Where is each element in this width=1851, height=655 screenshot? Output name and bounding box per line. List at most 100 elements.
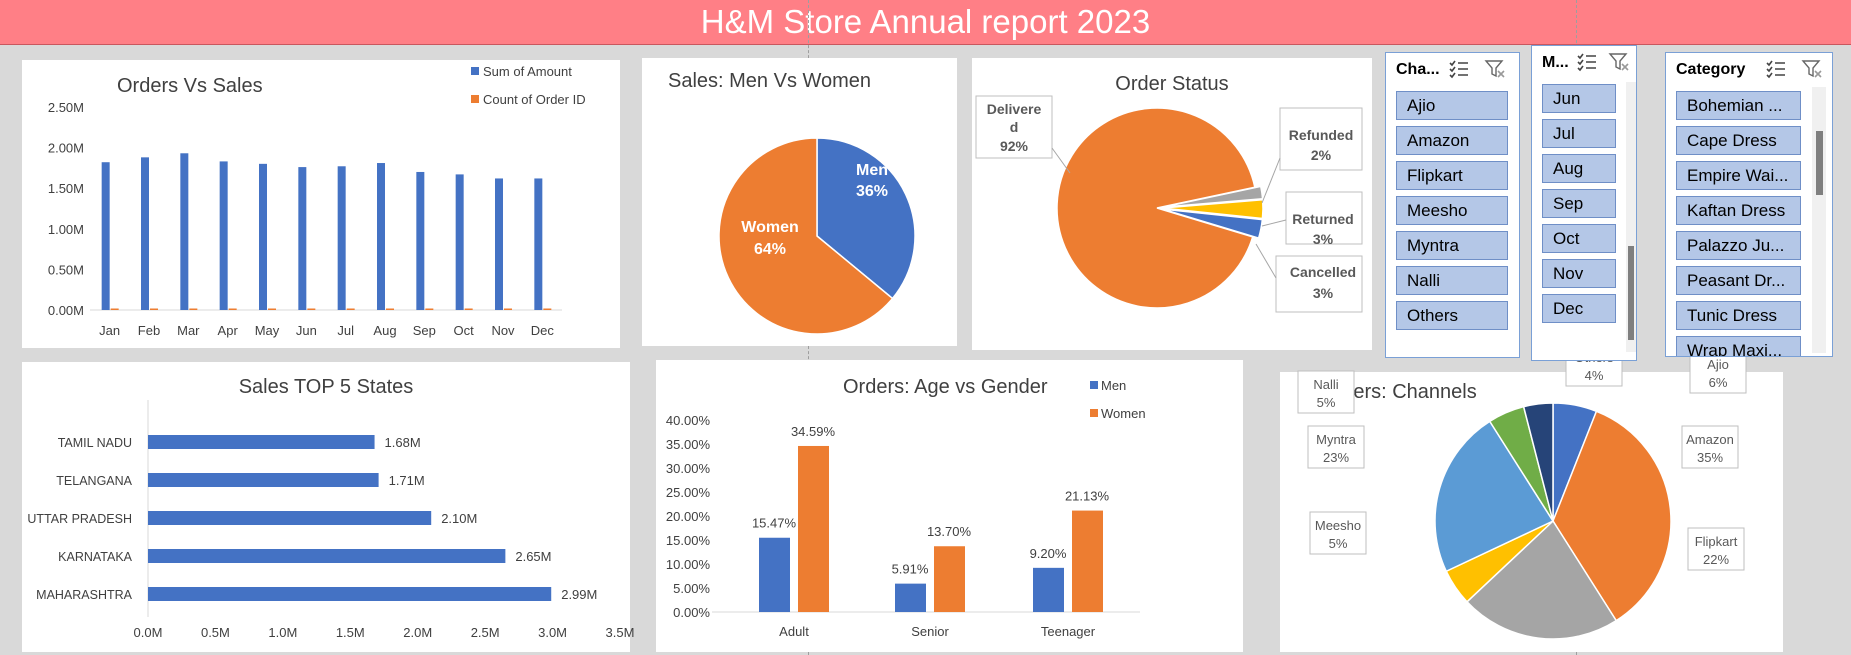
pie-slice <box>816 137 916 300</box>
data-label: 5.91% <box>892 562 929 577</box>
order-status-chart[interactable]: Order Status Delivere d 92% Refunded 2% Return… <box>972 58 1372 350</box>
data-label: 2.99M <box>561 587 597 602</box>
bar <box>934 546 965 612</box>
slicer-item[interactable]: Amazon <box>1396 126 1508 155</box>
slice-label: Men <box>856 162 888 179</box>
slicer-item[interactable]: Dec <box>1542 294 1616 323</box>
slicer-item[interactable]: Bohemian ... <box>1676 91 1801 120</box>
x-tick-label: May <box>255 323 280 338</box>
bar <box>534 178 543 310</box>
slicer-item[interactable]: Palazzo Ju... <box>1676 231 1801 260</box>
chart-title: Order Status <box>1115 73 1228 95</box>
bar <box>189 308 198 310</box>
slicer-item[interactable]: Nov <box>1542 259 1616 288</box>
slicer-scrollbar[interactable] <box>1626 82 1636 352</box>
slicer-item[interactable]: Oct <box>1542 224 1616 253</box>
slicer-item[interactable]: Others <box>1396 301 1508 330</box>
multi-select-icon[interactable] <box>1765 59 1787 79</box>
chart-title: Orders Vs Sales <box>117 75 263 97</box>
x-tick-label: 2.5M <box>471 625 500 640</box>
bar <box>101 162 110 310</box>
slicer-item[interactable]: Empire Wai... <box>1676 161 1801 190</box>
top5-states-chart[interactable]: Sales TOP 5 States 0.0M 0.5M 1.0M 1.5M 2.0M 2.… <box>22 362 634 652</box>
clear-filter-icon[interactable] <box>1608 52 1630 72</box>
data-label: 1.68M <box>385 435 421 450</box>
slice-value: 5% <box>1329 536 1348 551</box>
x-tick-label: Adult <box>779 624 809 639</box>
callout-box <box>975 95 1053 159</box>
bar <box>141 157 149 310</box>
channel-slicer[interactable]: Cha... Ajio Amazon Flipkart Meesho Myntra Nal… <box>1385 52 1520 358</box>
y-tick-label: KARNATAKA <box>58 550 133 564</box>
bar <box>895 583 926 612</box>
slicer-item[interactable]: Flipkart <box>1396 161 1508 190</box>
age-gender-chart[interactable]: Orders: Age vs Gender 0.00% 5.00% 10.00% 15.… <box>656 360 1243 652</box>
order-status-svg: Order Status Delivere d 92% Refunded 2% Return… <box>975 73 1363 313</box>
leader-line <box>1261 219 1287 227</box>
data-label: 13.70% <box>927 524 972 539</box>
slice-label: Meesho <box>1315 518 1361 533</box>
bar <box>504 308 512 310</box>
slice-value: 2% <box>1311 147 1332 163</box>
chart-title: Sales TOP 5 States <box>239 376 414 398</box>
bar <box>307 308 316 310</box>
data-label: 15.47% <box>752 516 797 531</box>
slicer-item[interactable]: Nalli <box>1396 266 1508 295</box>
y-tick-label: 15.00% <box>666 533 711 548</box>
bar <box>377 163 385 310</box>
scrollbar-thumb[interactable] <box>1816 131 1823 195</box>
channels-chart[interactable]: Orders: Channels Ajio 6% Amazon 35% Flipkart 2… <box>1280 343 1783 652</box>
pie-slice <box>1434 420 1555 573</box>
legend-label: Sum of Amount <box>483 64 572 79</box>
y-tick-label: UTTAR PRADESH <box>27 512 132 526</box>
clear-filter-icon[interactable] <box>1484 59 1506 79</box>
month-slicer[interactable]: M... Jun Jul Aug Sep Oct Nov Dec <box>1531 45 1637 361</box>
slicer-item[interactable]: Wrap Maxi... <box>1676 336 1801 356</box>
slicer-item[interactable]: Jun <box>1542 84 1616 113</box>
pie-slice <box>1162 198 1264 220</box>
sales-men-women-chart[interactable]: Sales: Men Vs Women Men 36% Women 64% <box>642 58 957 346</box>
slicer-item[interactable]: Peasant Dr... <box>1676 266 1801 295</box>
slice-value: 6% <box>1709 375 1728 390</box>
slice-label: Amazon <box>1686 432 1734 447</box>
slicer-item[interactable]: Kaftan Dress <box>1676 196 1801 225</box>
category-slicer[interactable]: Category Bohemian ... Cape Dress Empire Wa… <box>1665 52 1833 357</box>
bar <box>495 178 503 310</box>
slice-label: Cancelled <box>1290 264 1356 280</box>
slicer-scrollbar[interactable] <box>1812 87 1826 353</box>
slicer-item[interactable]: Sep <box>1542 189 1616 218</box>
bar <box>337 166 346 310</box>
slice-value: 35% <box>1697 450 1723 465</box>
bar <box>346 308 355 310</box>
x-tick-label: Jun <box>296 323 317 338</box>
bar <box>148 549 506 563</box>
slicer-item[interactable]: Tunic Dress <box>1676 301 1801 330</box>
slice-value: 22% <box>1703 552 1729 567</box>
scrollbar-thumb[interactable] <box>1628 246 1634 340</box>
bar <box>1033 567 1064 612</box>
slicer-title: M... <box>1542 54 1569 71</box>
x-tick-label: Feb <box>138 323 160 338</box>
slicer-item[interactable]: Ajio <box>1396 91 1508 120</box>
slicer-item[interactable]: Cape Dress <box>1676 126 1801 155</box>
clear-filter-icon[interactable] <box>1801 59 1823 79</box>
slice-label: Ajio <box>1707 357 1729 372</box>
multi-select-icon[interactable] <box>1576 52 1598 72</box>
callout-box <box>1275 255 1363 313</box>
callout-box <box>1279 107 1363 171</box>
orders-vs-sales-svg: Orders Vs Sales 0.00M 0.50M 1.00M 1.50M 2.00M… <box>48 64 586 338</box>
y-tick-label: 10.00% <box>666 557 711 572</box>
x-tick-label: Oct <box>454 323 475 338</box>
slicer-item[interactable]: Aug <box>1542 154 1616 183</box>
multi-select-icon[interactable] <box>1448 59 1470 79</box>
bar <box>259 163 267 310</box>
slicer-item[interactable]: Myntra <box>1396 231 1508 260</box>
slicer-item[interactable]: Meesho <box>1396 196 1508 225</box>
age-gender-svg: Orders: Age vs Gender 0.00% 5.00% 10.00% 15.… <box>666 376 1146 639</box>
orders-vs-sales-chart[interactable]: Orders Vs Sales 0.00M 0.50M 1.00M 1.50M 2.00M… <box>22 60 620 348</box>
data-label: 9.20% <box>1030 546 1067 561</box>
y-tick-label: TELANGANA <box>56 474 132 488</box>
y-tick-label: 25.00% <box>666 485 711 500</box>
slicer-item[interactable]: Jul <box>1542 119 1616 148</box>
bar <box>150 308 158 310</box>
